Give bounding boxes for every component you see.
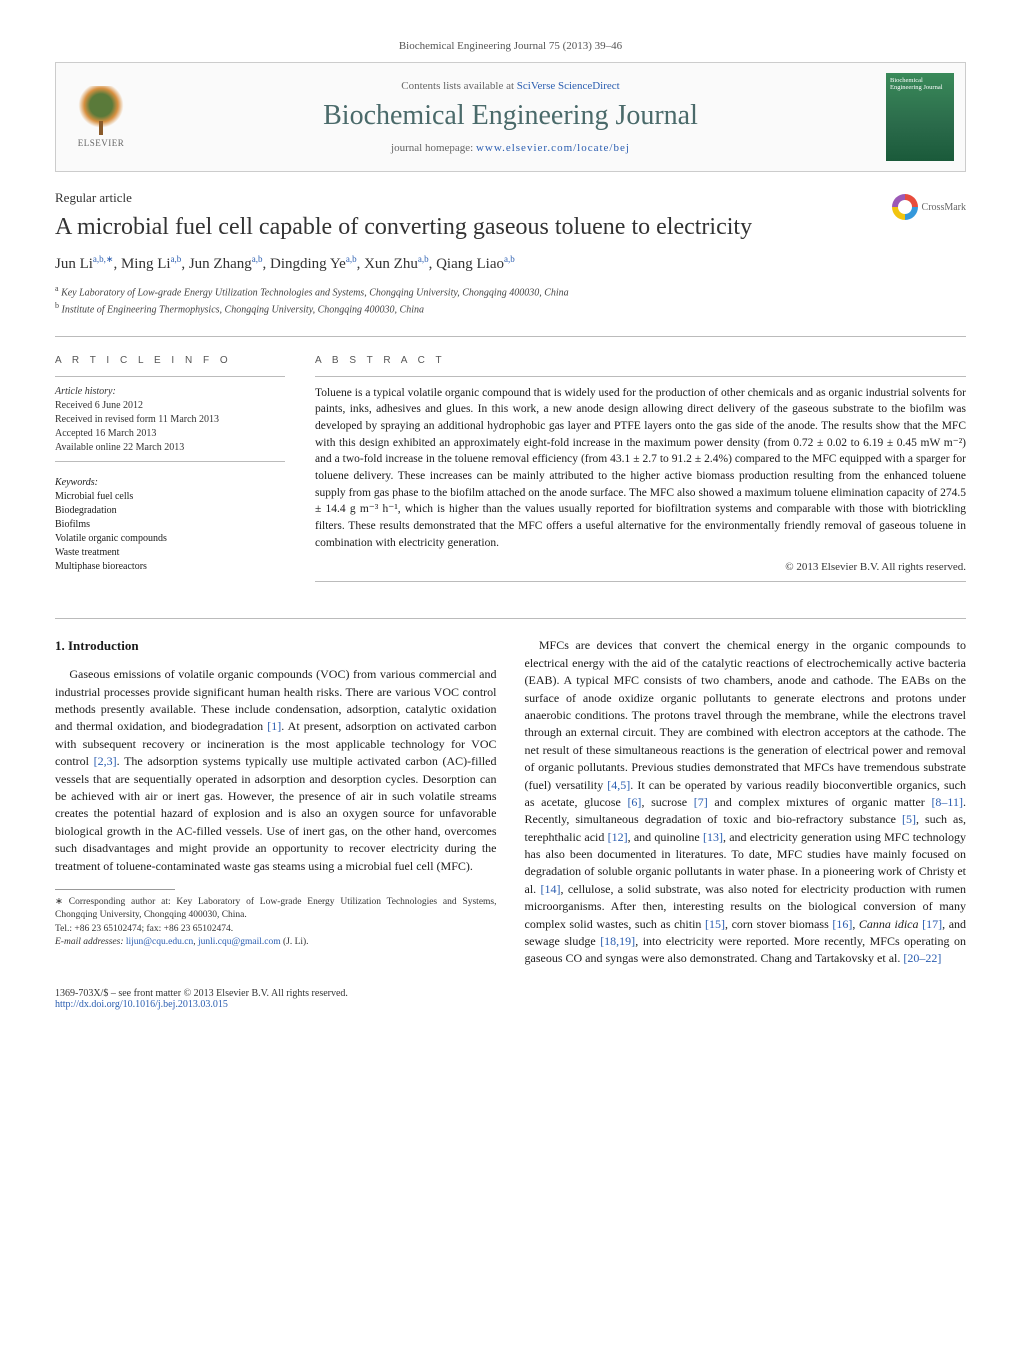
- email-link-1[interactable]: lijun@cqu.edu.cn: [126, 937, 193, 947]
- homepage-link[interactable]: www.elsevier.com/locate/bej: [476, 142, 630, 154]
- reference-link[interactable]: [20–22]: [903, 951, 941, 965]
- author: Jun Lia,b,∗: [55, 256, 113, 272]
- intro-paragraph-2: MFCs are devices that convert the chemic…: [525, 637, 967, 967]
- reference-link[interactable]: [12]: [608, 830, 628, 844]
- email-label: E-mail addresses:: [55, 937, 124, 947]
- journal-cover: Biochemical Engineering Journal: [875, 63, 965, 171]
- author: Ming Lia,b: [121, 256, 181, 272]
- reference-link[interactable]: [17]: [922, 917, 942, 931]
- reference-link[interactable]: [7]: [694, 795, 708, 809]
- divider: [55, 376, 285, 377]
- abstract-text: Toluene is a typical volatile organic co…: [315, 385, 966, 552]
- reference-link[interactable]: [16]: [832, 917, 852, 931]
- homepage-prefix: journal homepage:: [391, 142, 476, 154]
- abstract-heading: a b s t r a c t: [315, 355, 966, 366]
- reference-link[interactable]: [8–11]: [931, 795, 963, 809]
- author: Jun Zhanga,b: [189, 256, 263, 272]
- affiliation: a Key Laboratory of Low-grade Energy Uti…: [55, 283, 966, 300]
- article-info-heading: a r t i c l e i n f o: [55, 355, 285, 366]
- introduction-heading: 1. Introduction: [55, 637, 497, 656]
- divider: [315, 581, 966, 582]
- crossmark-badge[interactable]: CrossMark: [892, 194, 966, 220]
- elsevier-tree-icon: [77, 86, 125, 134]
- reference-link[interactable]: [1]: [267, 719, 281, 733]
- email-link-2[interactable]: junli.cqu@gmail.com: [198, 937, 281, 947]
- keyword-item: Biodegradation: [55, 504, 285, 518]
- author-list: Jun Lia,b,∗, Ming Lia,b, Jun Zhanga,b, D…: [55, 254, 966, 273]
- history-online: Available online 22 March 2013: [55, 441, 285, 455]
- history-revised: Received in revised form 11 March 2013: [55, 413, 285, 427]
- cover-image-icon: Biochemical Engineering Journal: [886, 73, 954, 161]
- contents-prefix: Contents lists available at: [401, 80, 516, 92]
- journal-homepage-line: journal homepage: www.elsevier.com/locat…: [156, 142, 865, 154]
- crossmark-label: CrossMark: [922, 202, 966, 213]
- reference-link[interactable]: [4,5]: [607, 778, 630, 792]
- doi-link[interactable]: http://dx.doi.org/10.1016/j.bej.2013.03.…: [55, 999, 228, 1010]
- contents-line: Contents lists available at SciVerse Sci…: [156, 80, 865, 92]
- keywords-list: Microbial fuel cellsBiodegradationBiofil…: [55, 490, 285, 574]
- corr-email-line: E-mail addresses: lijun@cqu.edu.cn, junl…: [55, 936, 497, 949]
- history-label: Article history:: [55, 385, 285, 399]
- footnote-rule: [55, 889, 175, 890]
- article-type: Regular article: [55, 190, 966, 206]
- reference-link[interactable]: [13]: [703, 830, 723, 844]
- keyword-item: Biofilms: [55, 518, 285, 532]
- publisher-logo: ELSEVIER: [56, 63, 146, 171]
- keywords-label: Keywords:: [55, 476, 285, 490]
- reference-link[interactable]: [15]: [705, 917, 725, 931]
- info-abstract-section: a r t i c l e i n f o Article history: R…: [55, 336, 966, 591]
- keyword-item: Multiphase bioreactors: [55, 560, 285, 574]
- running-header: Biochemical Engineering Journal 75 (2013…: [55, 40, 966, 52]
- reference-link[interactable]: [6]: [627, 795, 641, 809]
- corr-tel: Tel.: +86 23 65102474; fax: +86 23 65102…: [55, 923, 497, 936]
- article-title: A microbial fuel cell capable of convert…: [55, 212, 835, 242]
- divider: [315, 376, 966, 377]
- keyword-item: Waste treatment: [55, 546, 285, 560]
- footer-left: 1369-703X/$ – see front matter © 2013 El…: [55, 988, 348, 1010]
- crossmark-icon: [892, 194, 918, 220]
- reference-link[interactable]: [18,19]: [600, 934, 635, 948]
- author: Qiang Liaoa,b: [436, 256, 515, 272]
- reference-link[interactable]: [14]: [541, 882, 561, 896]
- article-info-column: a r t i c l e i n f o Article history: R…: [55, 351, 285, 591]
- corresponding-author-footnote: ∗ Corresponding author at: Key Laborator…: [55, 896, 497, 949]
- cover-title-text: Biochemical Engineering Journal: [890, 77, 954, 91]
- abstract-column: a b s t r a c t Toluene is a typical vol…: [315, 351, 966, 591]
- body-two-column: 1. Introduction Gaseous emissions of vol…: [55, 637, 966, 967]
- affiliations: a Key Laboratory of Low-grade Energy Uti…: [55, 283, 966, 318]
- author: Dingding Yea,b: [270, 256, 357, 272]
- reference-link[interactable]: [5]: [902, 812, 916, 826]
- corr-label: ∗ Corresponding author at: Key Laborator…: [55, 896, 497, 923]
- publisher-name: ELSEVIER: [78, 138, 125, 148]
- affiliation: b Institute of Engineering Thermophysics…: [55, 300, 966, 317]
- keywords-block: Keywords: Microbial fuel cellsBiodegrada…: [55, 476, 285, 574]
- front-matter-line: 1369-703X/$ – see front matter © 2013 El…: [55, 988, 348, 999]
- keyword-item: Volatile organic compounds: [55, 532, 285, 546]
- journal-name: Biochemical Engineering Journal: [156, 100, 865, 132]
- footer-bar: 1369-703X/$ – see front matter © 2013 El…: [55, 988, 966, 1010]
- journal-header-box: ELSEVIER Contents lists available at Sci…: [55, 62, 966, 172]
- header-center: Contents lists available at SciVerse Sci…: [146, 63, 875, 171]
- abstract-copyright: © 2013 Elsevier B.V. All rights reserved…: [315, 561, 966, 573]
- history-received: Received 6 June 2012: [55, 399, 285, 413]
- divider: [55, 461, 285, 462]
- reference-link[interactable]: [2,3]: [94, 754, 117, 768]
- section-divider: [55, 618, 966, 619]
- article-history: Article history: Received 6 June 2012 Re…: [55, 385, 285, 455]
- sciencedirect-link[interactable]: SciVerse ScienceDirect: [517, 80, 620, 92]
- intro-paragraph-1: Gaseous emissions of volatile organic co…: [55, 666, 497, 875]
- history-accepted: Accepted 16 March 2013: [55, 427, 285, 441]
- author: Xun Zhua,b: [364, 256, 429, 272]
- keyword-item: Microbial fuel cells: [55, 490, 285, 504]
- email-suffix: (J. Li).: [283, 937, 309, 947]
